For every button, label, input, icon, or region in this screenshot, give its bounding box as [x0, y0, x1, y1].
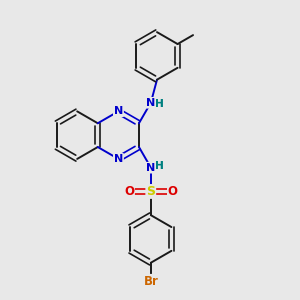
Text: H: H	[155, 161, 164, 171]
Text: Br: Br	[143, 275, 158, 288]
Text: N: N	[114, 154, 123, 164]
Text: S: S	[146, 185, 155, 198]
Text: S: S	[146, 185, 155, 198]
Text: Br: Br	[143, 275, 158, 288]
Text: H: H	[155, 99, 164, 109]
Text: N: N	[146, 98, 155, 108]
Text: O: O	[124, 185, 134, 198]
Text: H: H	[155, 161, 164, 171]
Text: O: O	[168, 185, 178, 198]
Text: H: H	[155, 99, 164, 109]
Text: N: N	[114, 106, 123, 116]
Text: N: N	[114, 154, 123, 164]
Text: N: N	[146, 98, 155, 108]
Text: N: N	[114, 106, 123, 116]
Text: N: N	[146, 163, 155, 172]
Text: O: O	[168, 185, 178, 198]
Text: N: N	[146, 163, 155, 172]
Text: O: O	[124, 185, 134, 198]
